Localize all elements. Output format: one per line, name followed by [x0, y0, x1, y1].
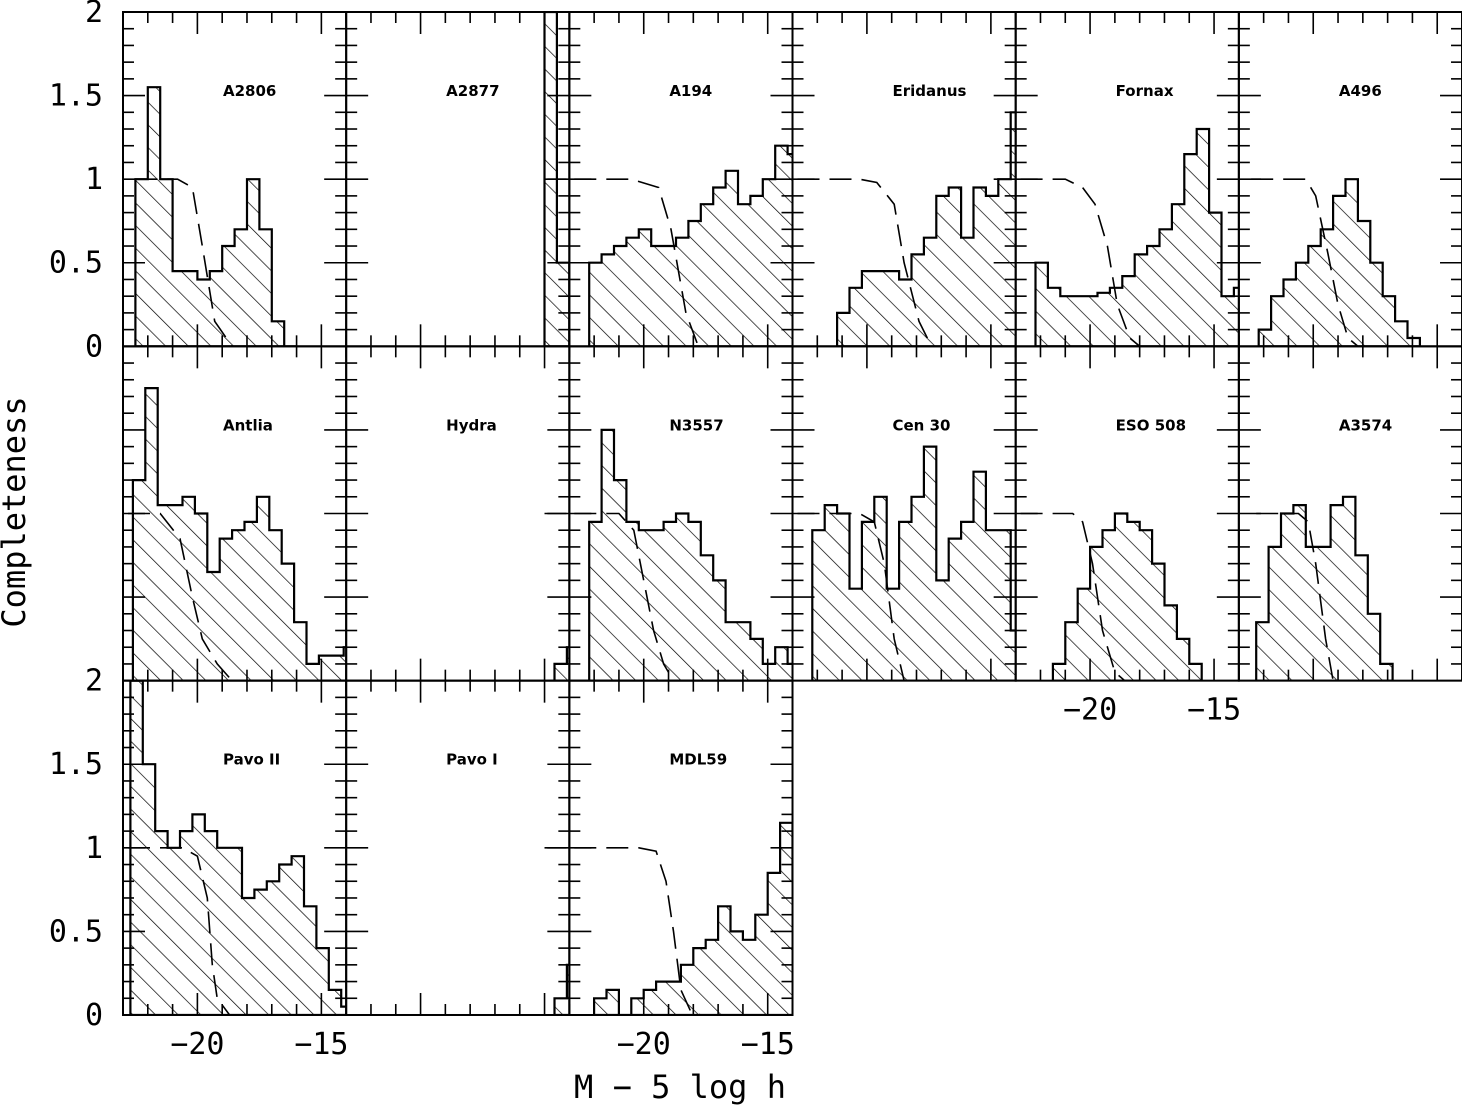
y-tick-label: 2	[85, 0, 103, 30]
y-tick-label: 1.5	[49, 747, 103, 782]
cluster-label: A2877	[446, 82, 499, 100]
cluster-label: Antlia	[223, 416, 273, 434]
cluster-label: A194	[669, 82, 712, 100]
y-tick-label: 1	[85, 162, 103, 197]
panel-eso-508: ESO 508	[1014, 345, 1240, 682]
histogram-bars	[588, 144, 793, 347]
panel-frame	[345, 679, 571, 1016]
completeness-curve	[128, 847, 231, 1015]
completeness-curve	[797, 178, 933, 347]
cluster-label: A496	[1339, 82, 1382, 100]
histogram-bars	[1051, 512, 1203, 681]
cluster-label: N3557	[669, 416, 723, 434]
histogram-bars	[593, 821, 793, 1015]
panel-a2806: A2806	[122, 11, 348, 348]
histogram-bars	[1257, 178, 1421, 347]
histogram-bars	[836, 111, 1016, 347]
y-tick-label: 0	[85, 329, 103, 364]
x-tick-label: −15	[294, 1027, 348, 1062]
histogram-bars	[1034, 127, 1239, 347]
y-tick-label: 0	[85, 998, 103, 1033]
x-tick-label: −20	[170, 1027, 224, 1062]
y-tick-label: 1.5	[49, 79, 103, 114]
histogram-bars	[588, 428, 793, 681]
completeness-curve	[128, 512, 233, 681]
cluster-label: Pavo I	[446, 751, 498, 769]
cluster-label: A3574	[1339, 416, 1392, 434]
histogram-bars	[1255, 495, 1394, 681]
panel-mdl59: MDL59	[568, 679, 794, 1016]
histogram-bars	[811, 445, 1016, 681]
completeness-curve	[574, 847, 702, 1015]
completeness-curve	[1020, 178, 1141, 347]
y-tick-label: 1	[85, 831, 103, 866]
histogram-bars	[131, 387, 347, 681]
cluster-label: Hydra	[446, 416, 497, 434]
cluster-label: Cen 30	[893, 416, 951, 434]
histogram-bars	[134, 86, 297, 347]
completeness-curve	[1020, 512, 1126, 681]
panel-cen-30: Cen 30	[791, 345, 1017, 682]
completeness-curve	[797, 512, 905, 681]
cluster-label: Eridanus	[893, 82, 967, 100]
x-tick-label: −15	[741, 1027, 795, 1062]
panel-frame	[345, 345, 571, 682]
panel-frame	[345, 11, 571, 348]
completeness-curve	[1256, 512, 1334, 681]
completeness-curve	[574, 178, 709, 347]
x-tick-label: −20	[617, 1027, 671, 1062]
histogram-bars	[553, 963, 570, 1015]
panel-pavo-ii: Pavo II	[122, 679, 348, 1016]
y-tick-label: 0.5	[49, 914, 103, 949]
completeness-curve	[574, 512, 675, 681]
cluster-label: MDL59	[669, 751, 727, 769]
cluster-label: Fornax	[1116, 82, 1174, 100]
panel-hydra: Hydra	[345, 345, 571, 682]
y-tick-label: 2	[85, 664, 103, 699]
cluster-label: A2806	[223, 82, 276, 100]
x-tick-label: −20	[1063, 693, 1117, 728]
panel-fornax: Fornax	[1014, 11, 1240, 348]
cluster-label: ESO 508	[1116, 416, 1186, 434]
x-axis-title: M − 5 log h	[574, 1068, 786, 1106]
panel-a496: A496	[1237, 11, 1462, 348]
histogram-bars	[129, 680, 347, 1015]
y-axis-title: Completeness	[0, 396, 33, 627]
panel-n3557: N3557	[568, 345, 794, 682]
x-tick-label: −15	[1187, 693, 1241, 728]
completeness-curve	[1251, 178, 1359, 347]
cluster-label: Pavo II	[223, 751, 280, 769]
panel-a3574: A3574	[1237, 345, 1462, 682]
y-tick-label: 0.5	[49, 246, 103, 281]
